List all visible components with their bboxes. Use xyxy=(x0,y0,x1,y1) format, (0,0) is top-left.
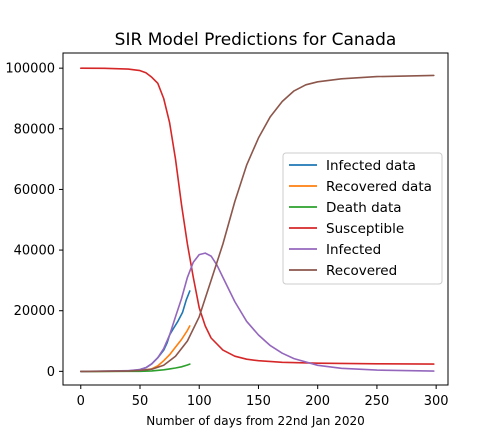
series-line-infected xyxy=(80,252,435,373)
legend-label: Recovered xyxy=(326,263,397,279)
y-tick-label: 40000 xyxy=(14,244,55,259)
plot-lines xyxy=(80,67,435,373)
series-line-recovered-data xyxy=(80,325,191,373)
series-line-infected-data xyxy=(80,290,191,373)
x-tick-label: 300 xyxy=(424,394,449,409)
legend-label: Susceptible xyxy=(326,221,404,237)
y-axis-ticks: 0 20000 40000 60000 80000 100000 xyxy=(5,62,63,380)
series-line-recovered xyxy=(80,74,435,373)
y-tick-label: 100000 xyxy=(5,62,55,77)
x-tick-label: 50 xyxy=(132,394,149,409)
y-tick-label: 80000 xyxy=(14,122,55,137)
legend-label: Infected data xyxy=(326,158,416,174)
legend-label: Infected xyxy=(326,242,381,258)
x-tick-label: 0 xyxy=(77,394,85,409)
legend-label: Death data xyxy=(326,200,402,216)
plot-frame xyxy=(62,52,449,386)
chart-title: SIR Model Predictions for Canada xyxy=(115,30,397,50)
x-tick-label: 150 xyxy=(246,394,271,409)
y-tick-label: 60000 xyxy=(14,183,55,198)
y-tick-label: 20000 xyxy=(14,304,55,319)
legend: Infected data Recovered data Death data Sus… xyxy=(282,152,443,285)
series-line-death-data xyxy=(80,363,191,373)
x-tick-label: 100 xyxy=(187,394,212,409)
legend-box xyxy=(282,152,443,285)
series-line-susceptible xyxy=(80,67,435,365)
x-tick-label: 250 xyxy=(365,394,390,409)
x-tick-label: 200 xyxy=(305,394,330,409)
x-axis-ticks: 0 50 100 150 200 250 300 xyxy=(77,385,449,409)
y-tick-label: 0 xyxy=(47,365,55,380)
legend-label: Recovered data xyxy=(326,179,432,195)
x-axis-label: Number of days from 22nd Jan 2020 xyxy=(146,414,364,428)
